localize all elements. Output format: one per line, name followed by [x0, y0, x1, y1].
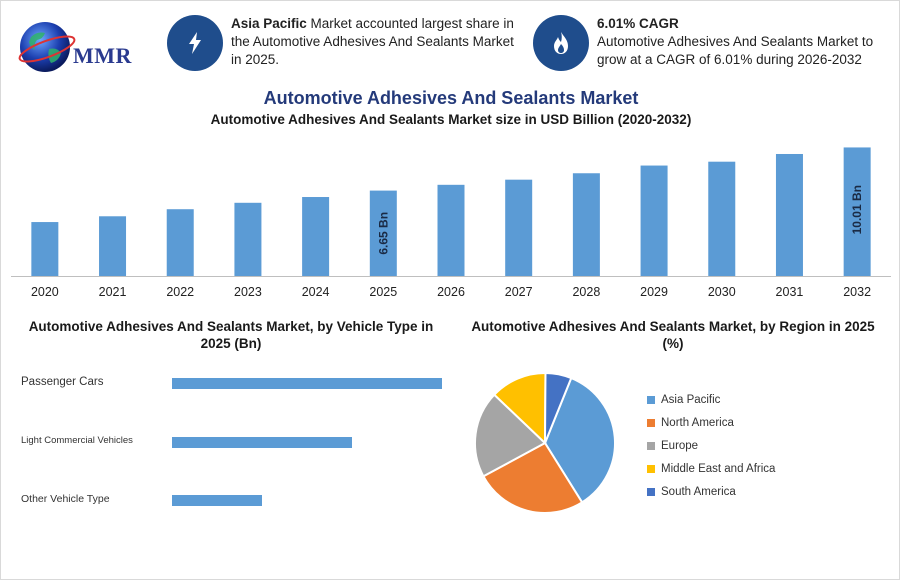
data-label-2032: 10.01 Bn	[850, 185, 864, 234]
flame-icon	[533, 15, 589, 71]
highlight-cagr-text: 6.01% CAGR Automotive Adhesives And Seal…	[597, 15, 893, 69]
highlight-region-text: Asia Pacific Market accounted largest sh…	[231, 15, 523, 69]
highlight-cagr-bold: 6.01% CAGR	[597, 16, 679, 31]
highlight-cagr-body: Automotive Adhesives And Sealants Market…	[597, 34, 874, 67]
x-tick-label: 2029	[640, 285, 668, 299]
x-tick-label: 2023	[234, 285, 262, 299]
vehicle-type-label: Light Commercial Vehicles	[21, 435, 133, 446]
bar-2031	[775, 153, 803, 276]
x-tick-label: 2028	[572, 285, 600, 299]
bar-2024	[302, 197, 330, 276]
legend-label: North America	[661, 417, 734, 430]
x-tick-label: 2024	[302, 285, 330, 299]
region-legend: Asia Pacific North America Europe Middle Ea…	[647, 389, 775, 503]
legend-item: North America	[647, 412, 775, 435]
vehicle-type-bar	[172, 378, 442, 389]
legend-item: Middle East and Africa	[647, 457, 775, 480]
bar-2022	[166, 209, 194, 276]
x-tick-label: 2032	[843, 285, 871, 299]
legend-swatch	[647, 441, 655, 450]
globe-icon	[18, 22, 76, 72]
legend-swatch	[647, 487, 655, 496]
legend-label: Asia Pacific	[661, 394, 721, 407]
x-tick-label: 2022	[166, 285, 194, 299]
bar-chart-subtitle: Automotive Adhesives And Sealants Market…	[210, 112, 692, 127]
bar-2032	[843, 147, 871, 276]
data-label-2025: 6.65 Bn	[376, 212, 390, 255]
market-size-bar-chart: 2020 2021 2022 2023 2024 2025 6.65 Bn 2026 2027 2…	[11, 147, 891, 299]
bar-2028	[572, 173, 600, 276]
bar-2026	[437, 184, 465, 276]
x-tick-label: 2027	[505, 285, 533, 299]
bar-2027	[505, 179, 533, 276]
legend-swatch	[647, 464, 655, 473]
x-tick-label: 2020	[31, 285, 59, 299]
mmr-logo: MMR	[17, 19, 139, 79]
highlight-region-bold: Asia Pacific	[231, 16, 307, 31]
legend-item: South America	[647, 480, 775, 503]
legend-swatch	[647, 396, 655, 405]
bar-2025	[369, 190, 397, 276]
x-tick-label: 2031	[776, 285, 804, 299]
x-tick-label: 2026	[437, 285, 465, 299]
vehicle-type-title: Automotive Adhesives And Sealants Market…	[28, 319, 434, 351]
pie-slice-europe	[474, 393, 547, 478]
lightning-icon	[167, 15, 223, 71]
region-title: Automotive Adhesives And Sealants Market…	[471, 319, 875, 351]
highlight-region-body: Market accounted largest share in the Au…	[231, 16, 514, 67]
bar-2021	[99, 216, 127, 276]
pie-slice-middle-east-and-africa	[492, 372, 547, 446]
bar-2023	[234, 202, 262, 276]
bar-2030	[708, 161, 736, 276]
legend-item: Europe	[647, 435, 775, 458]
bar-2029	[640, 165, 668, 276]
pie-slice-asia-pacific	[543, 376, 616, 504]
pie-slice-south-america	[544, 371, 573, 444]
legend-label: South America	[661, 485, 736, 498]
pie-slice-north-america	[482, 441, 584, 514]
legend-swatch	[647, 419, 655, 428]
vehicle-type-label: Passenger Cars	[21, 376, 104, 388]
x-tick-label: 2021	[99, 285, 127, 299]
main-title: Automotive Adhesives And Sealants Market	[263, 88, 639, 108]
legend-label: Middle East and Africa	[661, 462, 776, 475]
bar-2020	[31, 222, 59, 276]
vehicle-type-bar	[172, 437, 353, 448]
x-tick-label: 2030	[708, 285, 736, 299]
logo-text: MMR	[73, 43, 132, 68]
vehicle-type-label: Other Vehicle Type	[21, 493, 110, 505]
legend-label: Europe	[661, 439, 699, 452]
region-pie-chart	[474, 371, 616, 514]
vehicle-type-bar	[172, 495, 262, 506]
legend-item: Asia Pacific	[647, 389, 775, 412]
x-tick-label: 2025	[369, 285, 397, 299]
